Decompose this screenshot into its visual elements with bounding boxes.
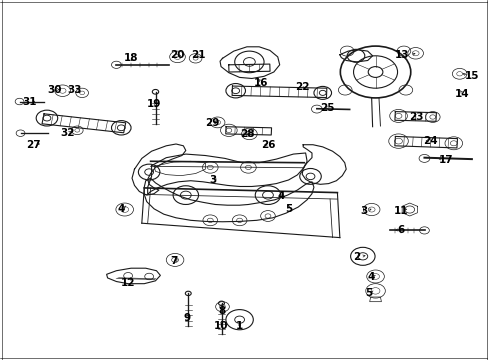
Text: 22: 22: [294, 82, 309, 92]
Text: 28: 28: [239, 129, 254, 139]
Text: 2: 2: [353, 252, 360, 262]
Text: 7: 7: [169, 256, 177, 266]
Text: 9: 9: [183, 312, 190, 323]
Text: 29: 29: [205, 118, 220, 128]
Text: 5: 5: [285, 204, 291, 214]
Text: 4: 4: [277, 191, 285, 201]
Text: 18: 18: [123, 53, 138, 63]
Text: 16: 16: [253, 78, 267, 88]
Text: 4: 4: [367, 272, 375, 282]
Text: 25: 25: [320, 103, 334, 113]
Text: 33: 33: [67, 85, 81, 95]
Text: 8: 8: [218, 306, 224, 316]
Text: 6: 6: [397, 225, 404, 235]
Text: 20: 20: [169, 50, 184, 60]
Text: 14: 14: [454, 89, 468, 99]
Text: 10: 10: [214, 321, 228, 331]
Text: 11: 11: [393, 206, 407, 216]
Text: 3: 3: [209, 175, 216, 185]
Text: 12: 12: [121, 278, 135, 288]
Text: 23: 23: [408, 112, 423, 122]
Text: 13: 13: [394, 50, 408, 60]
Text: 19: 19: [146, 99, 161, 109]
Text: 21: 21: [190, 50, 205, 60]
Text: 15: 15: [464, 71, 478, 81]
Text: 26: 26: [260, 140, 275, 150]
Text: 30: 30: [47, 85, 62, 95]
Text: 4: 4: [117, 204, 125, 214]
Text: 32: 32: [60, 128, 75, 138]
Text: 31: 31: [22, 96, 37, 107]
Text: 27: 27: [26, 140, 41, 150]
Text: 1: 1: [236, 321, 243, 331]
Text: 24: 24: [422, 136, 437, 146]
Text: 17: 17: [438, 155, 452, 165]
Text: 3: 3: [360, 206, 367, 216]
Text: 5: 5: [365, 288, 372, 298]
